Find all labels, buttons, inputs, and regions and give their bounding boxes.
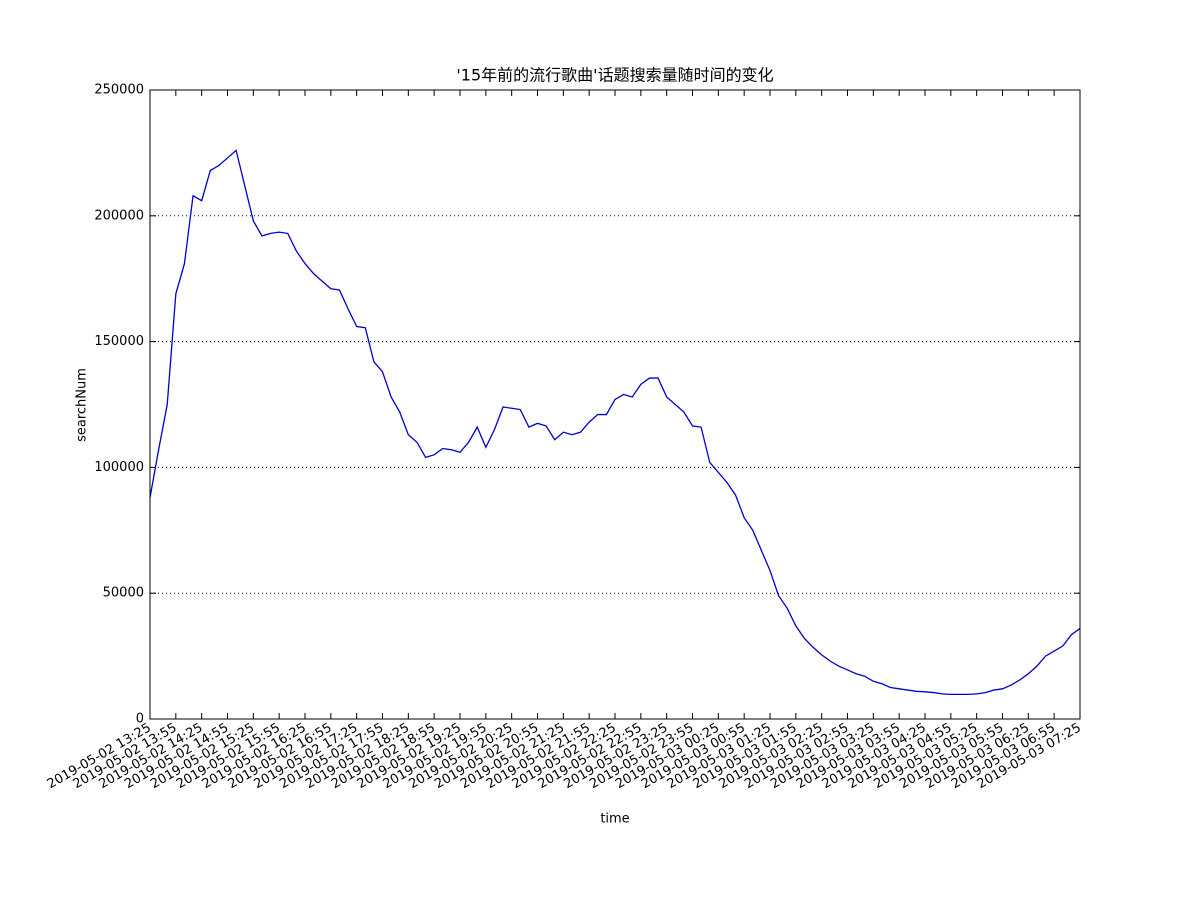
y-tick-label: 250000 [94, 83, 144, 98]
y-tick-label: 150000 [94, 334, 144, 349]
y-axis-label: searchNum [75, 368, 90, 442]
y-tick-label: 0 [136, 712, 144, 727]
y-tick-label: 200000 [94, 208, 144, 223]
chart-title: '15年前的流行歌曲'话题搜索量随时间的变化 [456, 66, 773, 85]
y-tick-label: 50000 [103, 586, 144, 601]
y-tick-label: 100000 [94, 460, 144, 475]
plot-frame [149, 89, 1081, 720]
x-axis-label: time [600, 812, 629, 827]
data-line [149, 149, 1081, 695]
